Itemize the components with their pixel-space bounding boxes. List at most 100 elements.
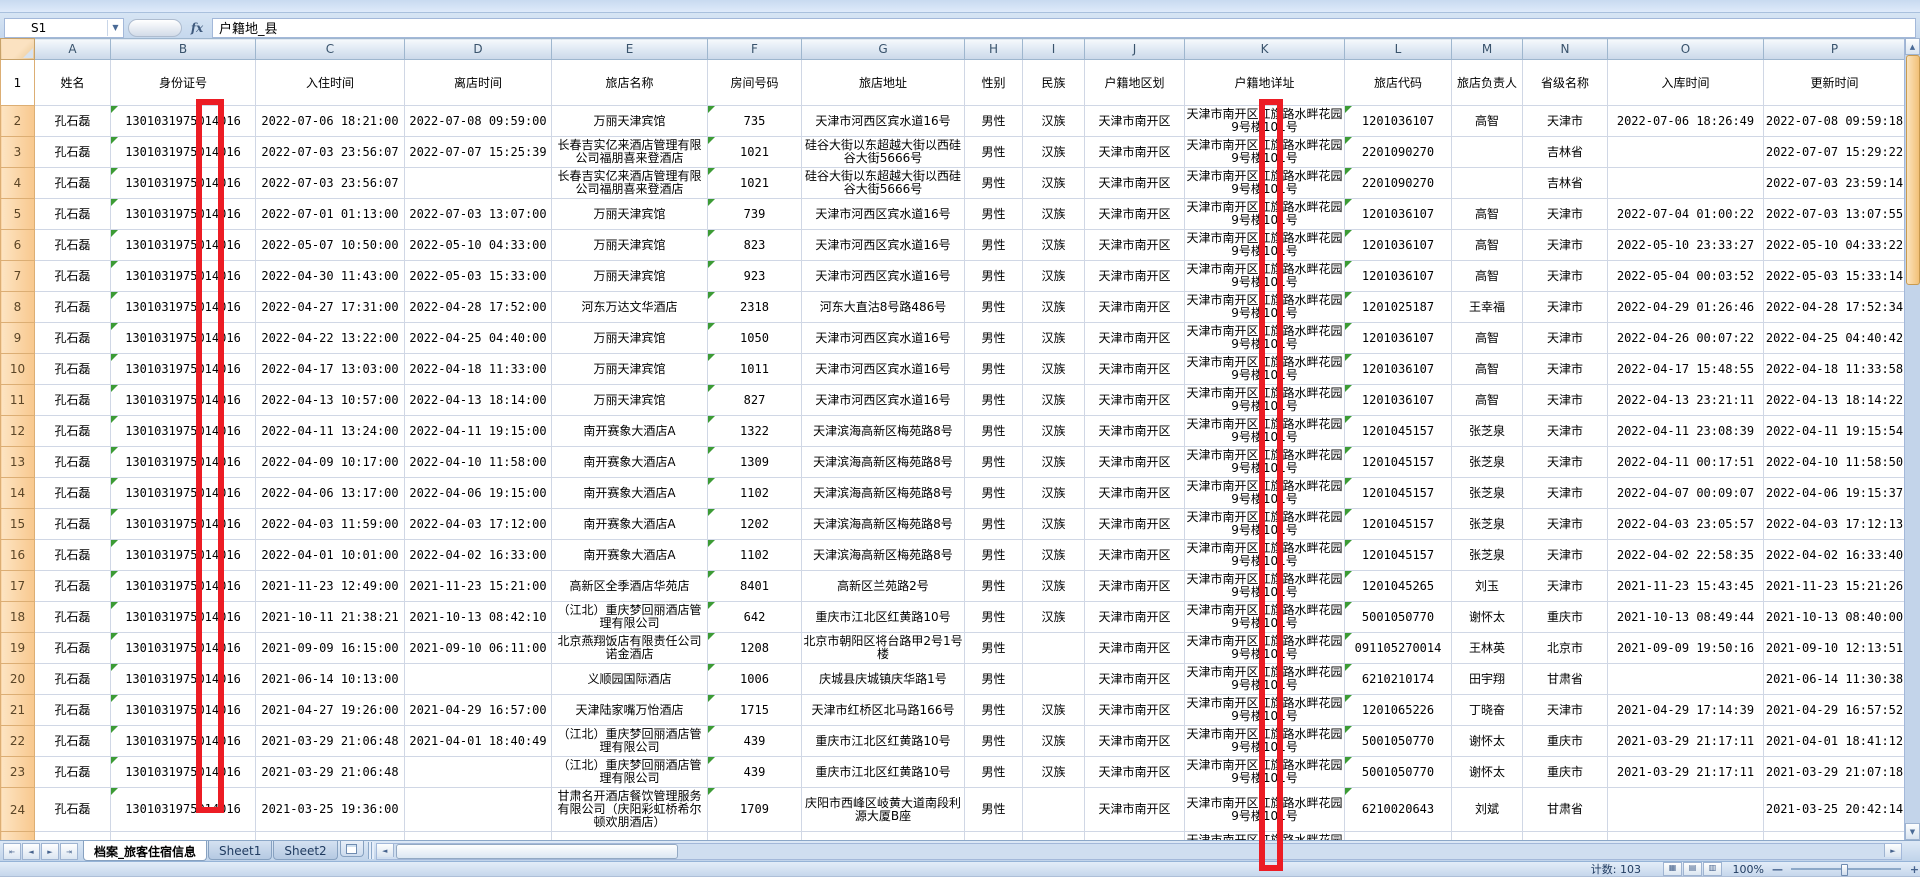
cell-stored[interactable]: 2021-11-23 15:43:45 xyxy=(1607,570,1764,602)
cell-hotel_addr[interactable]: 天津市河西区宾水道16号 xyxy=(801,198,965,230)
cell-reg_area[interactable]: 天津市南开区 xyxy=(1084,663,1185,695)
cell-checkout[interactable]: 2022-07-07 15:25:39 xyxy=(404,136,552,168)
cell-checkout[interactable]: 2021-04-01 18:40:49 xyxy=(404,725,552,757)
cell-reg_area[interactable]: 天津市南开区 xyxy=(1084,756,1185,788)
cell-checkin[interactable]: 2022-07-01 01:13:00 xyxy=(255,198,405,230)
cell-ethnic[interactable]: 汉族 xyxy=(1022,725,1085,757)
cell-name[interactable]: 孔石磊 xyxy=(34,322,111,354)
cell-ethnic[interactable]: 汉族 xyxy=(1022,415,1085,447)
cell-updated[interactable]: 2022-04-06 19:15:37 xyxy=(1763,477,1905,509)
cell-code[interactable]: 1201025187 xyxy=(1344,291,1452,323)
cell-name[interactable]: 孔石磊 xyxy=(34,725,111,757)
cell-id[interactable]: 1301031975014016 xyxy=(110,136,256,168)
cell-checkin[interactable]: 2022-04-09 10:17:00 xyxy=(255,446,405,478)
cell-code[interactable]: 1201045157 xyxy=(1344,446,1452,478)
cell-manager[interactable]: 张芝泉 xyxy=(1451,508,1523,540)
zoom-out-icon[interactable]: — xyxy=(1772,862,1783,876)
field-header-reg_area[interactable]: 户籍地区划 xyxy=(1084,59,1185,106)
cell-hotel_addr[interactable]: 天津市河西区宾水道16号 xyxy=(801,105,965,137)
cell-name[interactable]: 孔石磊 xyxy=(34,632,111,664)
cell-ethnic[interactable]: 汉族 xyxy=(1022,229,1085,261)
cell-name[interactable]: 孔石磊 xyxy=(34,787,111,832)
field-header-sex[interactable]: 性别 xyxy=(964,59,1023,106)
cell-id[interactable]: 1301031975014016 xyxy=(110,229,256,261)
cell-sex[interactable]: 男性 xyxy=(964,787,1023,832)
cell-province[interactable]: 天津市 xyxy=(1522,353,1608,385)
cell-name[interactable]: 孔石磊 xyxy=(34,539,111,571)
cell-reg_area[interactable]: 天津市南开区 xyxy=(1084,105,1185,137)
column-header-O[interactable]: O xyxy=(1607,38,1764,60)
cell-hotel[interactable]: 南开赛象大酒店A xyxy=(551,539,708,571)
cell-hotel_addr[interactable]: 重庆市江北区红黄路10号 xyxy=(801,601,965,633)
row-header[interactable]: 25 xyxy=(0,831,35,840)
cell-checkout[interactable]: 2021-09-10 06:11:00 xyxy=(404,632,552,664)
cell-hotel_addr[interactable]: 河东大直沽8号路486号 xyxy=(801,291,965,323)
cell-checkin[interactable]: 2022-07-03 23:56:07 xyxy=(255,167,405,199)
name-box-value[interactable]: S1 xyxy=(31,20,47,35)
cell-hotel_addr[interactable]: 天津滨海高新区梅苑路8号 xyxy=(801,539,965,571)
cell-hotel_addr[interactable]: 硅谷大街以东超越大街以西硅谷大街5666号 xyxy=(801,136,965,168)
cell-stored[interactable]: 2021-03-29 21:17:11 xyxy=(1607,725,1764,757)
column-header-L[interactable]: L xyxy=(1344,38,1452,60)
scroll-up-icon[interactable]: ▲ xyxy=(1905,38,1920,55)
cell-manager[interactable]: 田宇翔 xyxy=(1451,663,1523,695)
formula-bar-pill-button[interactable] xyxy=(128,18,182,37)
cell-hotel[interactable]: 高新区全季酒店华苑店 xyxy=(551,570,708,602)
cell-checkin[interactable]: 2021-10-11 21:38:21 xyxy=(255,601,405,633)
zoom-slider-thumb[interactable] xyxy=(1841,864,1848,876)
cell-checkout[interactable]: 2022-04-06 19:15:00 xyxy=(404,477,552,509)
cell-stored[interactable]: 2021-03-29 21:17:11 xyxy=(1607,756,1764,788)
cell-stored[interactable]: 2022-04-07 00:09:07 xyxy=(1607,477,1764,509)
cell-id[interactable]: 1301031975014016 xyxy=(110,601,256,633)
select-all-button[interactable] xyxy=(0,38,35,60)
cell-province[interactable]: 天津市 xyxy=(1522,260,1608,292)
cell-stored[interactable]: 2022-04-26 00:07:22 xyxy=(1607,322,1764,354)
cell-code[interactable]: 1201065226 xyxy=(1344,694,1452,726)
cell-checkin[interactable]: 2022-04-01 10:01:00 xyxy=(255,539,405,571)
cell-ethnic[interactable]: 汉族 xyxy=(1022,601,1085,633)
cell-code[interactable]: 5001050770 xyxy=(1344,725,1452,757)
cell-sex[interactable]: 男性 xyxy=(964,415,1023,447)
cell-hotel[interactable]: 南开赛象大酒店A xyxy=(551,415,708,447)
cell-room[interactable]: 827 xyxy=(707,384,802,416)
page-layout-view-icon[interactable]: ▤ xyxy=(1683,862,1702,876)
cell-code[interactable]: 1201045265 xyxy=(1344,570,1452,602)
cell-checkout[interactable]: 2022-04-28 17:52:00 xyxy=(404,291,552,323)
cell-province[interactable]: 天津市 xyxy=(1522,291,1608,323)
cell-name[interactable]: 孔石磊 xyxy=(34,446,111,478)
cell-province[interactable]: 天津市 xyxy=(1522,229,1608,261)
field-header-stored[interactable]: 入库时间 xyxy=(1607,59,1764,106)
cell-manager[interactable]: 丁晓奋 xyxy=(1451,694,1523,726)
cell-manager[interactable] xyxy=(1451,167,1523,199)
cell-name[interactable]: 孔石磊 xyxy=(34,291,111,323)
cell-checkout[interactable]: 2022-05-10 04:33:00 xyxy=(404,229,552,261)
cell-province[interactable]: 重庆市 xyxy=(1522,756,1608,788)
insert-function-icon[interactable]: fx xyxy=(190,20,204,35)
row-header[interactable]: 7 xyxy=(0,260,35,292)
cell-province[interactable]: 甘肃省 xyxy=(1522,663,1608,695)
cell-manager[interactable]: 刘斌 xyxy=(1451,787,1523,832)
cell-hotel_addr[interactable] xyxy=(801,831,965,840)
cell-name[interactable]: 孔石磊 xyxy=(34,353,111,385)
cell-stored[interactable] xyxy=(1607,663,1764,695)
cell-updated[interactable]: 2022-04-02 16:33:40 xyxy=(1763,539,1905,571)
cell-reg_area[interactable]: 天津市南开区 xyxy=(1084,260,1185,292)
cell-code[interactable]: 5001050770 xyxy=(1344,756,1452,788)
cell-reg_area[interactable]: 天津市南开区 xyxy=(1084,446,1185,478)
cell-hotel[interactable]: 万丽天津宾馆 xyxy=(551,322,708,354)
cell-reg_area[interactable]: 天津市南开区 xyxy=(1084,198,1185,230)
cell-updated[interactable]: 2022-07-08 09:59:18 xyxy=(1763,105,1905,137)
cell-reg_area[interactable]: 天津市南开区 xyxy=(1084,353,1185,385)
cell-code[interactable]: 5001050770 xyxy=(1344,601,1452,633)
cell-province[interactable] xyxy=(1522,831,1608,840)
column-header-C[interactable]: C xyxy=(255,38,405,60)
cell-hotel[interactable]: 万丽天津宾馆 xyxy=(551,198,708,230)
row-header[interactable]: 20 xyxy=(0,663,35,695)
cell-hotel_addr[interactable]: 硅谷大街以东超越大街以西硅谷大街5666号 xyxy=(801,167,965,199)
zoom-in-icon[interactable]: + xyxy=(1909,862,1920,876)
cell-manager[interactable]: 刘玉 xyxy=(1451,570,1523,602)
cell-name[interactable] xyxy=(34,831,111,840)
cell-ethnic[interactable]: 汉族 xyxy=(1022,477,1085,509)
cell-code[interactable]: 2201090270 xyxy=(1344,136,1452,168)
cell-hotel_addr[interactable]: 高新区兰苑路2号 xyxy=(801,570,965,602)
